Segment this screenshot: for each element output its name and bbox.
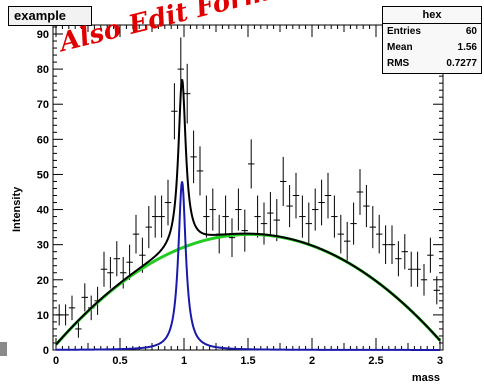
y-tick-label: 10: [37, 310, 49, 322]
data-point: [388, 225, 396, 264]
peak-fit-curve: [56, 181, 440, 351]
stats-row-mean: Mean 1.56: [383, 40, 481, 56]
data-point: [395, 241, 402, 277]
data-point: [254, 195, 261, 238]
data-point: [414, 251, 421, 287]
stats-value: 0.7277: [446, 58, 477, 69]
y-tick-label: 40: [37, 205, 49, 217]
data-point: [228, 218, 236, 257]
x-tick-label: 0: [53, 355, 59, 367]
stats-value: 60: [465, 26, 477, 37]
plot-frame: [52, 24, 444, 351]
y-tick-label: 80: [37, 64, 49, 76]
data-point: [171, 83, 178, 140]
y-tick-label: 50: [37, 169, 49, 181]
data-point: [267, 192, 274, 235]
y-tick-label: 20: [37, 275, 49, 287]
data-points: [56, 37, 440, 338]
data-point: [312, 188, 319, 231]
stats-header: hex: [383, 7, 481, 24]
y-tick-label: 60: [37, 134, 49, 146]
x-axis-label: mass: [412, 372, 440, 384]
y-tick-label: 0: [43, 345, 49, 357]
data-point: [222, 195, 229, 238]
data-point: [196, 146, 204, 196]
data-point: [126, 244, 133, 280]
data-point: [241, 209, 248, 252]
y-tick-label: 90: [37, 29, 49, 41]
data-point: [190, 130, 197, 184]
x-tick-label: 0.5: [112, 355, 127, 367]
stats-value: 1.56: [457, 42, 477, 53]
data-point: [273, 199, 280, 242]
data-point: [286, 184, 293, 228]
stats-row-rms: RMS 0.7277: [383, 56, 481, 72]
data-point: [132, 214, 140, 254]
total-fit-curve: [55, 79, 441, 346]
data-point: [337, 214, 344, 254]
data-point: [145, 206, 152, 249]
x-tick-label: 3: [437, 355, 443, 367]
fit-curves: [54, 79, 442, 351]
histogram-title-box: example: [8, 6, 92, 26]
x-tick-label: 2.5: [368, 355, 383, 367]
data-point: [81, 283, 88, 312]
data-point: [408, 251, 415, 287]
data-point: [433, 276, 440, 305]
data-point: [56, 304, 63, 326]
data-point: [235, 188, 242, 231]
data-point: [350, 202, 357, 245]
data-point: [62, 304, 69, 326]
stats-row-entries: Entries 60: [383, 24, 481, 40]
histogram-title: example: [14, 8, 67, 23]
data-point: [209, 188, 216, 231]
y-tick-label: 30: [37, 240, 49, 252]
y-axis-ticks: 0 10 20 30 40 50 60 70 80 90: [37, 19, 443, 357]
data-point: [75, 320, 82, 338]
data-point: [100, 251, 108, 287]
data-point: [305, 202, 312, 245]
data-point: [420, 263, 428, 296]
data-point: [248, 139, 255, 189]
data-point: [427, 237, 434, 273]
data-point: [299, 195, 306, 238]
data-point: [292, 172, 300, 219]
data-point: [184, 63, 191, 124]
data-point: [331, 195, 338, 238]
x-tick-label: 2: [309, 355, 315, 367]
data-point: [152, 195, 159, 238]
data-point: [376, 214, 383, 254]
data-point: [203, 195, 210, 238]
data-point: [164, 179, 172, 226]
stats-label: RMS: [387, 58, 410, 69]
data-point: [158, 195, 165, 238]
x-tick-label: 1: [181, 355, 187, 367]
data-point: [356, 169, 364, 215]
data-point: [401, 234, 408, 270]
stats-label: Entries: [387, 26, 421, 37]
data-point: [369, 206, 376, 249]
stats-box: hex Entries 60 Mean 1.56 RMS 0.7277: [382, 6, 482, 74]
data-point: [113, 241, 120, 277]
data-point: [318, 179, 325, 226]
data-point: [107, 256, 114, 289]
x-tick-label: 1.5: [240, 355, 255, 367]
data-point: [260, 202, 268, 245]
stats-label: Mean: [387, 42, 413, 53]
data-point: [382, 225, 389, 264]
data-point: [68, 295, 76, 321]
window-edge-fragment: [0, 342, 7, 356]
y-tick-label: 70: [37, 99, 49, 111]
data-point: [280, 156, 287, 207]
data-point: [324, 172, 332, 219]
data-point: [363, 184, 370, 228]
data-point: [344, 221, 351, 261]
y-axis-label: Intensity: [11, 186, 23, 232]
